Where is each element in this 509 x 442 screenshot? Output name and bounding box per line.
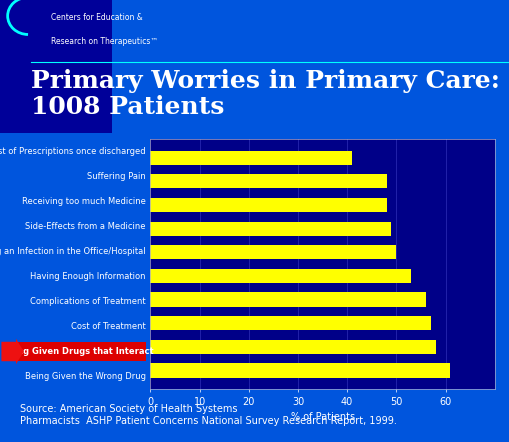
Bar (150, 245, 395, 259)
Text: Suffering Pain: Suffering Pain (87, 172, 146, 181)
Bar (150, 363, 449, 377)
Bar (3, 342, 146, 361)
Bar (0, 0, 112, 133)
Bar (150, 316, 430, 330)
Bar (150, 198, 386, 212)
Bar (150, 293, 425, 307)
Text: Complications of Treatment: Complications of Treatment (30, 297, 146, 306)
Text: Receiving too much Medicine: Receiving too much Medicine (22, 197, 146, 206)
Text: Being Given Drugs that Interact: Being Given Drugs that Interact (3, 347, 154, 356)
Text: Cost of Treatment: Cost of Treatment (71, 322, 146, 331)
Text: Having Enough Information: Having Enough Information (31, 272, 146, 281)
Text: Being Given the Wrong Drug: Being Given the Wrong Drug (25, 372, 146, 381)
FancyArrow shape (2, 339, 24, 364)
Bar (150, 174, 386, 188)
Text: Getting an Infection in the Office/Hospital: Getting an Infection in the Office/Hospi… (0, 247, 146, 256)
Bar (150, 269, 410, 283)
Text: Research on Therapeutics™: Research on Therapeutics™ (51, 37, 158, 46)
Text: Side-Effects from a Medicine: Side-Effects from a Medicine (25, 222, 146, 231)
Text: Cost of Prescriptions once discharged: Cost of Prescriptions once discharged (0, 147, 146, 156)
Text: Source: American Society of Health Systems
Pharmacists  ASHP Patient Concerns Na: Source: American Society of Health Syste… (20, 404, 397, 426)
Text: Primary Worries in Primary Care:: Primary Worries in Primary Care: (31, 69, 498, 93)
Text: 1008 Patients: 1008 Patients (31, 95, 223, 119)
X-axis label: % of Patients: % of Patients (290, 412, 354, 422)
Bar (150, 221, 391, 236)
Text: Centers for Education &: Centers for Education & (51, 13, 143, 22)
Bar (150, 340, 435, 354)
Bar (150, 151, 351, 165)
